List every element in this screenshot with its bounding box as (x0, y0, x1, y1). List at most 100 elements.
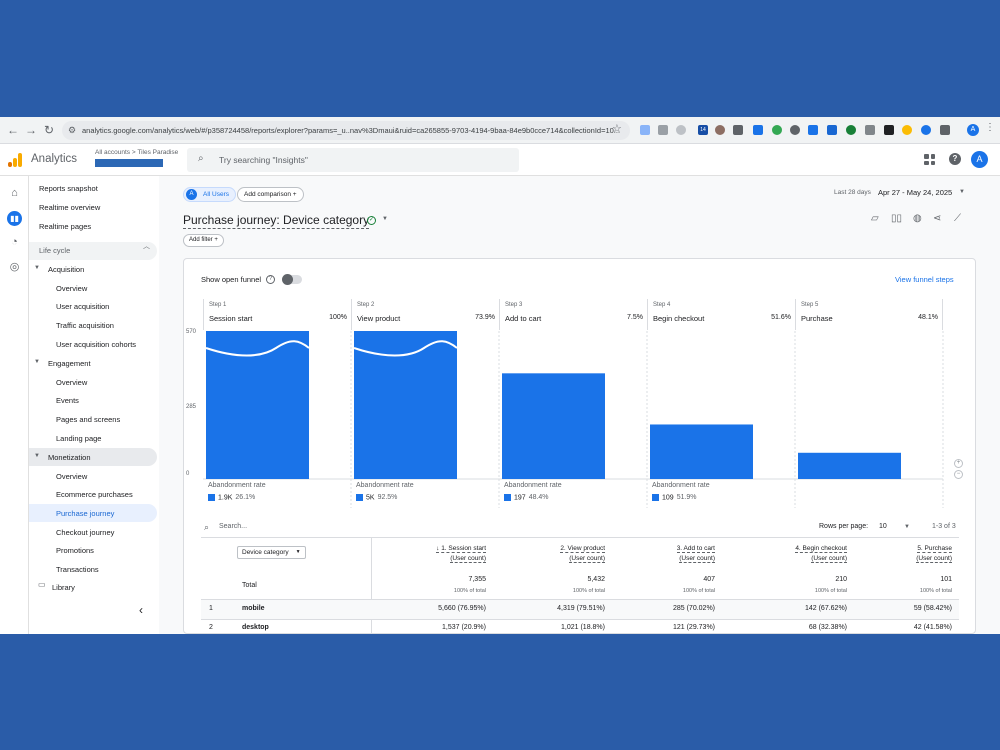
browser-profile-avatar[interactable]: A (967, 124, 979, 136)
extension-icon[interactable] (733, 125, 743, 135)
total-value: 7,355 (468, 576, 486, 583)
extension-badge-icon[interactable]: 14 (698, 125, 708, 135)
column-header-purchase[interactable]: 5. Purchase (User count) (862, 544, 952, 564)
sidebar-item-pages-and-screens[interactable]: Pages and screens (56, 415, 121, 424)
trend-icon[interactable]: ⟋ (954, 213, 961, 224)
zoom-out-icon[interactable]: − (954, 470, 963, 479)
sidebar-item-ecommerce-purchases[interactable]: Ecommerce purchases (56, 490, 133, 499)
insights-icon[interactable]: ◍ (913, 213, 922, 224)
segment-chip[interactable]: A All Users (183, 187, 237, 202)
zoom-in-icon[interactable]: + (954, 459, 963, 468)
compare-icon[interactable]: ▯▯ (891, 213, 903, 224)
sidebar-item-checkout-journey[interactable]: Checkout journey (56, 528, 115, 537)
search-input[interactable]: ⌕ Try searching "Insights" (187, 148, 519, 172)
lifecycle-section-header[interactable] (29, 242, 157, 260)
column-title: 2. View product (560, 545, 605, 553)
expand-caret-icon[interactable]: ▼ (34, 265, 40, 271)
table-row[interactable] (201, 600, 959, 619)
extensions-puzzle-icon[interactable] (940, 125, 950, 135)
column-header-add-to-cart[interactable]: 3. Add to cart (User count) (625, 544, 715, 564)
edit-report-icon[interactable]: ▱ (871, 213, 879, 224)
extension-icon[interactable] (715, 125, 725, 135)
column-header-begin-checkout[interactable]: 4. Begin checkout (User count) (757, 544, 847, 564)
sidebar-item-realtime-overview[interactable]: Realtime overview (39, 203, 101, 212)
add-filter-button[interactable]: Add filter + (183, 234, 224, 247)
extension-icon[interactable] (772, 125, 782, 135)
date-dropdown-icon[interactable]: ▼ (959, 189, 965, 195)
date-range[interactable]: Apr 27 - May 24, 2025 (878, 188, 953, 197)
rows-per-page-select[interactable]: 10 (879, 523, 887, 530)
site-info-icon[interactable]: ⚙ (68, 125, 77, 135)
explore-icon[interactable]: ◔ (11, 236, 18, 248)
extension-icon[interactable] (902, 125, 912, 135)
sidebar-item-engagement[interactable]: Engagement (48, 359, 91, 368)
extension-icon[interactable] (865, 125, 875, 135)
funnel-bar[interactable] (502, 373, 605, 479)
extension-icon[interactable] (921, 125, 931, 135)
expand-caret-icon[interactable]: ▼ (34, 359, 40, 365)
sidebar-item-purchase-journey[interactable]: Purchase journey (56, 509, 115, 518)
account-breadcrumb[interactable]: All accounts > Tiles Paradise (95, 149, 179, 156)
extension-icon[interactable] (753, 125, 763, 135)
rows-per-page-dropdown-icon[interactable]: ▼ (904, 524, 910, 530)
extension-icon[interactable] (790, 125, 800, 135)
extension-icon[interactable] (658, 125, 668, 135)
home-icon[interactable]: ⌂ (11, 187, 18, 199)
expand-caret-icon[interactable]: ▼ (34, 453, 40, 459)
collapse-sidebar-icon[interactable]: ‹ (139, 603, 143, 617)
advertising-icon[interactable]: ◎ (9, 261, 20, 273)
sidebar-item-acq-overview[interactable]: Overview (56, 284, 88, 293)
sidebar-item-reports-snapshot[interactable]: Reports snapshot (39, 184, 98, 193)
extension-icon[interactable] (640, 125, 650, 135)
browser-menu-icon[interactable]: ⋮ (985, 122, 995, 133)
sidebar-item-user-acquisition-cohorts[interactable]: User acquisition cohorts (56, 340, 137, 349)
extension-icon[interactable] (827, 125, 837, 135)
sidebar-item-acquisition[interactable]: Acquisition (48, 265, 85, 274)
table-search-input[interactable]: Search... (219, 523, 248, 530)
sidebar-item-library[interactable]: Library (52, 583, 75, 592)
reports-icon[interactable]: ▮▮ (7, 211, 22, 226)
address-bar[interactable]: ⚙ analytics.google.com/analytics/web/#/p… (62, 121, 630, 140)
abandonment-count: 5K (366, 494, 375, 502)
forward-icon[interactable]: → (25, 123, 37, 137)
extension-icon[interactable] (884, 125, 894, 135)
extension-icon[interactable] (808, 125, 818, 135)
open-funnel-toggle[interactable] (282, 274, 302, 285)
sidebar-item-user-acquisition[interactable]: User acquisition (56, 302, 110, 311)
sidebar-item-transactions[interactable]: Transactions (56, 565, 99, 574)
reload-icon[interactable]: ↻ (43, 123, 55, 137)
column-header-session-start[interactable]: ↓ 1. Session start (User count) (395, 544, 486, 564)
funnel-bar[interactable] (650, 424, 753, 479)
sidebar-item-landing-page[interactable]: Landing page (56, 434, 102, 443)
table-cell: 59 (58.42%) (913, 605, 952, 612)
bookmark-star-icon[interactable]: ☆ (612, 123, 622, 135)
sidebar-item-mon-overview[interactable]: Overview (56, 472, 88, 481)
check-circle-icon[interactable]: ✓ (367, 216, 376, 225)
sidebar-item-promotions[interactable]: Promotions (56, 546, 94, 555)
title-dropdown-icon[interactable]: ▼ (382, 216, 388, 222)
sidebar-item-realtime-pages[interactable]: Realtime pages (39, 222, 92, 231)
property-name-redacted[interactable] (95, 159, 163, 167)
help-circle-icon[interactable]: ? (266, 275, 275, 284)
sidebar-item-eng-overview[interactable]: Overview (56, 378, 88, 387)
analytics-logo[interactable] (8, 153, 22, 167)
share-icon[interactable]: ⋖ (933, 213, 942, 224)
help-icon[interactable]: ? (949, 153, 961, 165)
add-comparison-button[interactable]: Add comparison + (237, 187, 304, 202)
screenshot-frame: ← → ↻ ⚙ analytics.google.com/analytics/w… (0, 117, 1000, 634)
extension-icon[interactable] (676, 125, 686, 135)
sidebar-item-events[interactable]: Events (56, 396, 79, 405)
sidebar-item-monetization[interactable]: Monetization (48, 453, 91, 462)
back-icon[interactable]: ← (7, 123, 19, 137)
page-title[interactable]: Purchase journey: Device category (183, 213, 370, 229)
column-header-view-product[interactable]: 2. View product (User count) (515, 544, 605, 564)
date-preset-label[interactable]: Last 28 days (834, 189, 871, 196)
extension-icon[interactable] (846, 125, 856, 135)
user-avatar[interactable]: A (971, 151, 988, 168)
view-funnel-steps-link[interactable]: View funnel steps (895, 275, 954, 284)
dimension-dropdown[interactable]: Device category ▼ (237, 546, 306, 559)
collapse-chevron-icon[interactable]: ︿ (143, 243, 150, 250)
sidebar-item-traffic-acquisition[interactable]: Traffic acquisition (56, 321, 114, 330)
funnel-bar[interactable] (798, 452, 901, 479)
apps-grid-icon[interactable] (924, 154, 935, 165)
